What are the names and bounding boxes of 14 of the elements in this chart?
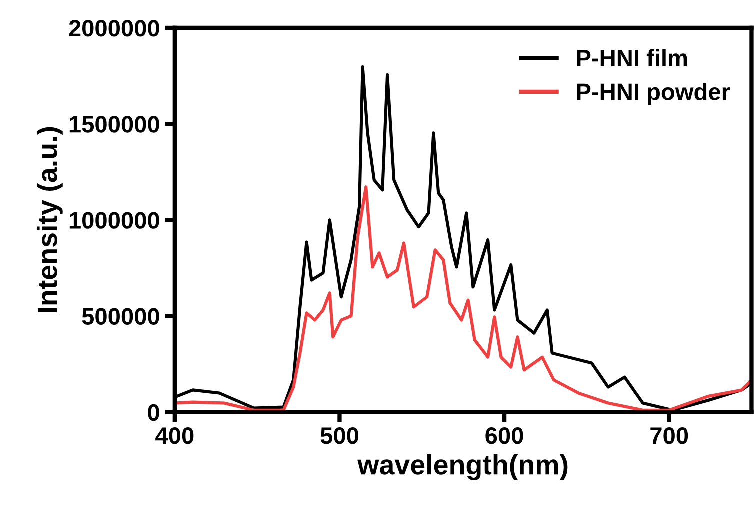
y-tick-label: 1000000 [70, 212, 160, 229]
y-tick-label: 0 [148, 404, 160, 422]
legend-label: P-HNI film [577, 49, 688, 66]
x-axis-title: wavelength(nm) [358, 454, 568, 480]
x-tick-label: 600 [486, 427, 524, 444]
x-tick-label: 700 [650, 427, 688, 444]
x-tick-label: 400 [156, 427, 194, 444]
y-axis-title: Intensity (a.u.) [36, 127, 63, 312]
legend-label: P-HNI powder [577, 83, 730, 106]
y-tick-label: 500000 [82, 308, 160, 326]
y-tick-label: 2000000 [69, 20, 160, 37]
x-tick-label: 500 [320, 427, 358, 444]
y-tick-label: 1500000 [70, 116, 160, 133]
line-series [174, 186, 752, 412]
